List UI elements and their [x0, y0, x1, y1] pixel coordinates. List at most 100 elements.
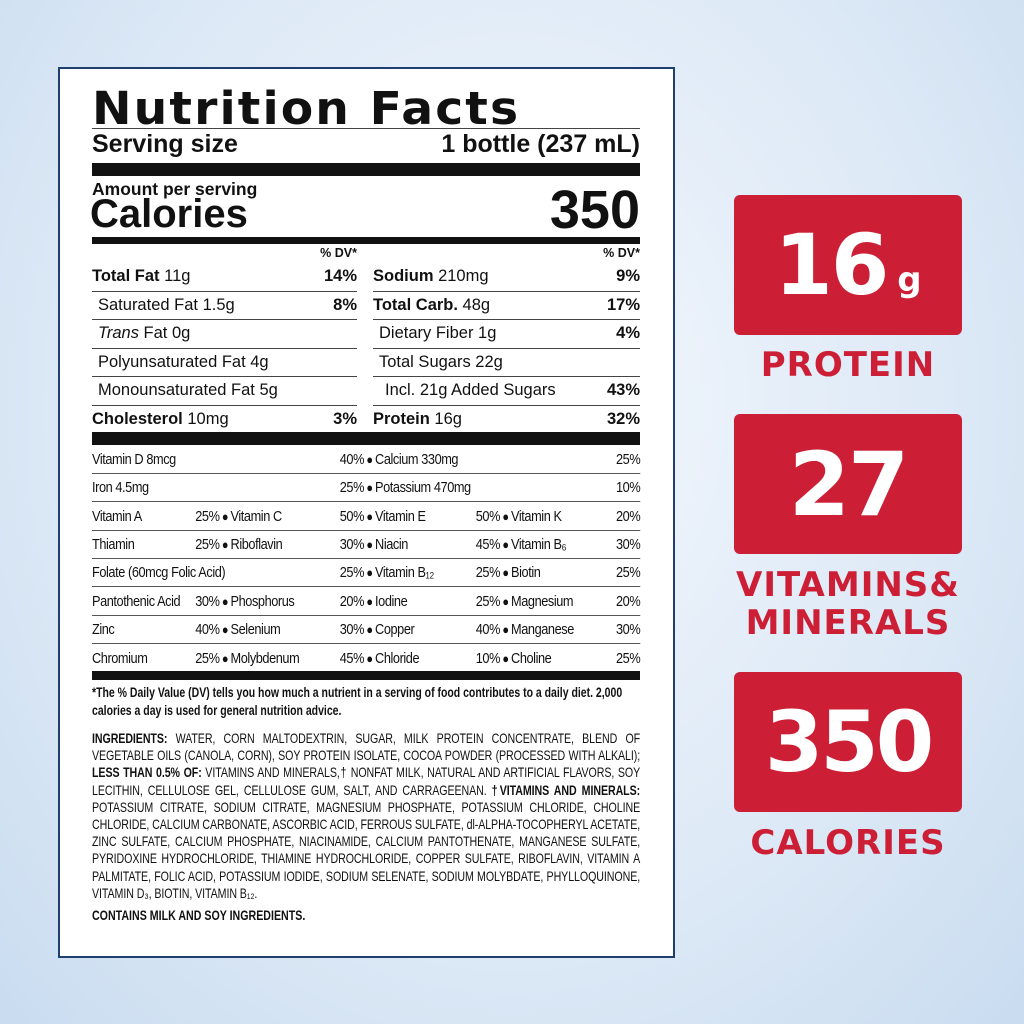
bullet-icon: ●	[366, 593, 373, 609]
vitamin-dv: 25%	[475, 564, 501, 582]
vitamin-item: ● Vitamin B₆ 30%	[500, 531, 640, 558]
vitamin-name: Vitamin B₁₂	[375, 564, 434, 582]
vitamin-row: Vitamin A 25% ● Vitamin C 50% ● Vitamin E 50% ● V…	[92, 503, 641, 531]
nutrient-row: Total Sugars 22g	[373, 347, 640, 376]
vitamin-name: Chromium	[92, 649, 148, 667]
vitamin-dv: 20%	[615, 592, 641, 610]
vitamin-item: Vitamin A 25%	[92, 503, 220, 530]
vitamin-item: ● Choline 25%	[500, 644, 640, 672]
vitamin-dv: 50%	[339, 507, 365, 525]
vitamin-dv: 30%	[339, 620, 365, 638]
vitamin-row: Thiamin 25% ● Riboflavin 30% ● Niacin 45% ● Vitam…	[92, 531, 641, 559]
bullet-icon: ●	[221, 621, 229, 637]
vitamin-name: Vitamin K	[511, 507, 562, 525]
bullet-icon: ●	[366, 536, 373, 552]
vitamin-item: ● Iodine 25%	[364, 588, 500, 615]
nutrient-label: Total Fat	[92, 266, 160, 285]
serving-size-value: 1 bottle (237 mL)	[441, 130, 640, 158]
nutrient-name: Incl. 21g Added Sugars	[373, 381, 556, 400]
nutrient-row: Total Carb. 48g 17%	[373, 290, 640, 319]
vitamin-item: ● Selenium 30%	[220, 616, 365, 643]
vitamin-dv: 45%	[339, 649, 365, 667]
vitamin-item: ● Chloride 10%	[364, 644, 500, 672]
vitamins-value: 27	[788, 432, 909, 536]
thick-divider	[92, 432, 640, 445]
vitamin-name: Vitamin D 8mcg	[92, 451, 176, 468]
bullet-icon: ●	[502, 536, 509, 552]
bullet-icon: ●	[221, 536, 229, 552]
vitamin-dv: 30%	[195, 592, 220, 610]
nutrient-dv: 14%	[323, 266, 357, 285]
vitamin-item: Folate (60mcg Folic Acid) 25%	[92, 559, 364, 586]
vitamin-dv: 20%	[615, 507, 641, 525]
minerals-label: MINERALS	[745, 603, 951, 643]
nutrient-label: Total Carb.	[373, 295, 458, 314]
bullet-icon: ●	[221, 650, 229, 666]
ingredients-text: VITAMINS AND MINERALS,† NONFAT MILK, NAT…	[92, 765, 641, 798]
protein-label: PROTEIN	[760, 345, 936, 385]
vitamin-item: Vitamin D 8mcg 40%	[92, 446, 364, 473]
vitamin-dv: 25%	[615, 649, 641, 667]
vitamin-item: ● Copper 40%	[364, 616, 500, 643]
vitamin-name: Biotin	[511, 564, 541, 582]
bullet-icon: ●	[502, 650, 509, 666]
vitamin-dv: 30%	[615, 620, 641, 638]
vitamin-item: Pantothenic Acid 30%	[92, 588, 220, 615]
protein-unit: g	[897, 260, 922, 300]
calories-value: 350	[549, 180, 640, 240]
nutrition-label-panel	[58, 67, 675, 958]
ingredients-heading: INGREDIENTS:	[92, 731, 168, 746]
bullet-icon: ●	[366, 452, 373, 467]
vitamin-item: ● Vitamin C 50%	[220, 503, 365, 530]
vitamin-name: Riboflavin	[230, 535, 283, 553]
nutrient-amount: 1g	[473, 324, 497, 342]
nutrient-name: Protein 16g	[373, 410, 462, 429]
bullet-icon: ●	[221, 593, 229, 609]
calories-label: Calories	[90, 192, 248, 236]
vitamin-dv: 25%	[195, 649, 220, 667]
divider	[92, 128, 640, 129]
ingredients-heading: †VITAMINS AND MINERALS:	[491, 782, 641, 798]
nutrient-dv: 4%	[616, 324, 640, 342]
ingredients-text: WATER, CORN MALTODEXTRIN, SUGAR, MILK PR…	[92, 731, 641, 764]
vitamin-name: Selenium	[230, 620, 281, 638]
nutrient-label: Total Sugars	[379, 352, 471, 371]
nutrient-dv: 43%	[606, 381, 640, 399]
ingredients-list: INGREDIENTS: WATER, CORN MALTODEXTRIN, S…	[92, 730, 640, 902]
vitamin-dv: 45%	[475, 535, 501, 553]
vitamin-dv: 25%	[339, 479, 365, 497]
vitamin-name: Pantothenic Acid	[92, 592, 181, 610]
vitamin-name: Copper	[375, 620, 415, 638]
vitamin-dv: 20%	[339, 592, 365, 610]
vitamin-name: Niacin	[375, 535, 408, 553]
vitamin-dv: 10%	[475, 649, 501, 667]
vitamin-dv: 40%	[339, 451, 365, 468]
vitamin-name: Iron 4.5mg	[92, 479, 149, 497]
nutrient-name: Dietary Fiber 1g	[373, 324, 496, 343]
vitamin-name: Potassium 470mg	[375, 479, 471, 497]
vitamin-row: Pantothenic Acid 30% ● Phosphorus 20% ● Iodine…	[92, 588, 641, 616]
vitamin-name: Manganese	[511, 620, 574, 638]
vitamin-name: Vitamin C	[230, 507, 283, 525]
vitamin-row: Folate (60mcg Folic Acid) 25% ● Vitamin B₁₂…	[92, 559, 641, 588]
ingredients-text: POTASSIUM CITRATE, SODIUM CITRATE, MAGNE…	[92, 799, 641, 901]
nutrient-amount: 10mg	[182, 409, 229, 428]
vitamin-row: Iron 4.5mg 25% ● Potassium 470mg 10%	[92, 474, 641, 503]
vitamin-name: Magnesium	[511, 592, 574, 610]
allergen-statement: CONTAINS MILK AND SOY INGREDIENTS.	[92, 908, 306, 924]
nutrient-name: Polyunsaturated Fat 4g	[92, 353, 269, 372]
bullet-icon: ●	[366, 508, 373, 524]
vitamin-name: Calcium 330mg	[375, 451, 459, 468]
vitamin-row: Vitamin D 8mcg 40% ● Calcium 330mg 25%	[92, 446, 641, 474]
nutrient-label: Incl. 21g Added Sugars	[385, 381, 556, 399]
bullet-icon: ●	[502, 565, 509, 581]
nutrient-label-suffix: Fat	[138, 324, 168, 342]
vitamin-item: ● Biotin 25%	[500, 559, 640, 586]
serving-size-label: Serving size	[92, 130, 238, 158]
nutrient-amount: 4g	[245, 352, 269, 371]
vitamin-row: Chromium 25% ● Molybdenum 45% ● Chloride 10% ● Ch…	[92, 644, 641, 672]
bullet-icon: ●	[502, 508, 509, 524]
vitamin-item: Thiamin 25%	[92, 531, 220, 558]
vitamin-name: Vitamin A	[92, 507, 142, 525]
nutrient-row: Total Fat 11g 14%	[92, 262, 357, 290]
